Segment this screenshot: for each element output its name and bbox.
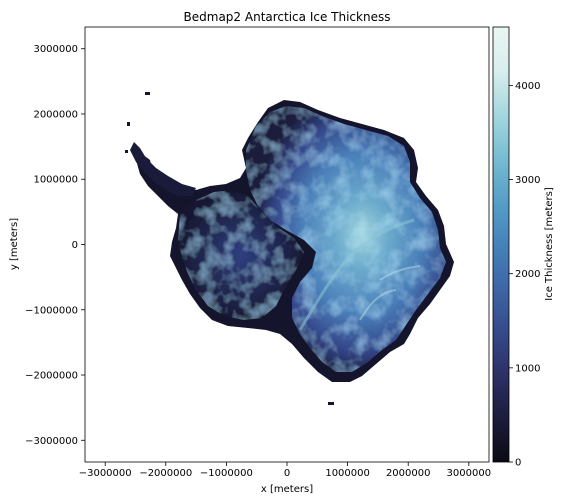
chart-title: Bedmap2 Antarctica Ice Thickness [184,10,391,24]
x-axis-label: x [meters] [261,484,313,495]
y-tick-label: 1000000 [33,175,78,186]
colorbar-tick-label: 1000 [515,363,540,374]
x-tick-label: 3000000 [447,468,492,479]
colorbar-tick-label: 3000 [515,175,540,186]
island [127,122,130,126]
x-tick-label: −2000000 [139,468,192,479]
colorbar: 0 1000 2000 3000 4000 Ice Thickness [meters] [493,27,555,469]
x-tick-label: −1000000 [200,468,253,479]
colorbar-gradient [493,27,509,462]
island [145,92,150,95]
y-axis-label: y [meters] [9,218,20,270]
x-tick-label: −3000000 [79,468,132,479]
y-tick-label: 0 [72,240,78,251]
colorbar-tick-label: 0 [515,458,521,469]
colorbar-tick-label: 4000 [515,81,540,92]
colorbar-label: Ice Thickness [meters] [544,187,555,301]
y-axis-ticks: −3000000 −2000000 −1000000 0 1000000 2000000 3… [25,44,85,447]
x-tick-label: 0 [284,468,290,479]
y-tick-label: −1000000 [25,305,78,316]
y-tick-label: −3000000 [25,436,78,447]
colorbar-ticks: 0 1000 2000 3000 4000 [509,81,540,469]
colorbar-tick-label: 2000 [515,269,540,280]
y-tick-label: 2000000 [33,109,78,120]
x-tick-label: 1000000 [325,468,370,479]
y-tick-label: 3000000 [33,44,78,55]
island [125,150,128,153]
island [328,402,334,405]
y-tick-label: −2000000 [25,371,78,382]
x-tick-label: 2000000 [386,468,431,479]
plot-area [85,27,489,462]
x-axis-ticks: −3000000 −2000000 −1000000 0 1000000 2000000 3… [79,462,491,479]
